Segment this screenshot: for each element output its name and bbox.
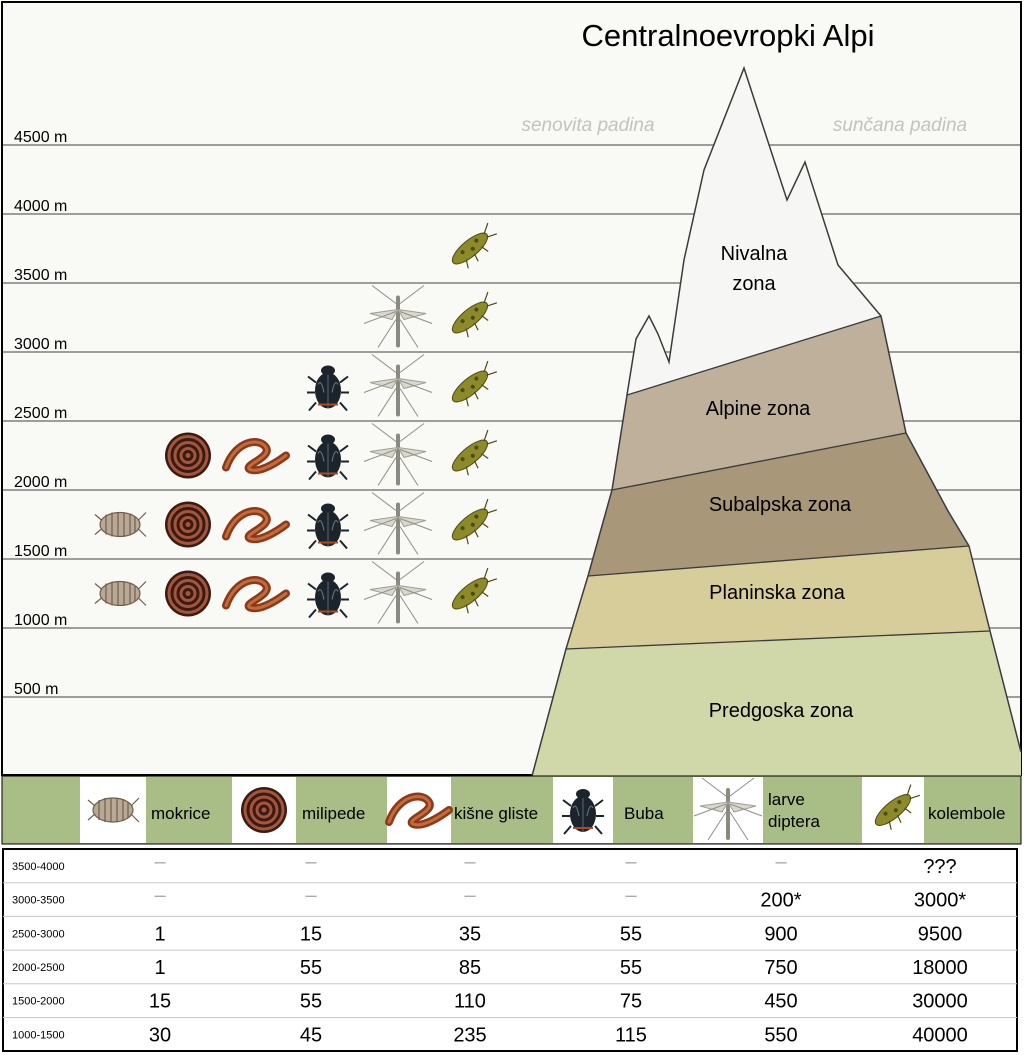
table-cell: – — [775, 851, 787, 873]
table-cell: – — [305, 851, 317, 873]
zone-label-predgoska: Predgoska zona — [709, 700, 854, 722]
slope-label-sunny: sunčana padina — [833, 115, 967, 136]
legend-band: mokrice milipede kišne gliste Buba larve dipt… — [1, 775, 1022, 845]
table-cell: 115 — [615, 1024, 647, 1046]
table-cell: 550 — [764, 1024, 797, 1046]
table-cell: 3000* — [914, 890, 966, 912]
altitude-axis-labels: 500 m 1000 m 1500 m 2000 m 2500 m 3000 m 3500 … — [14, 129, 67, 698]
table-cell: 9500 — [918, 923, 963, 945]
zone-label-alpine: Alpine zona — [706, 398, 811, 420]
zone-label-nivalna-line1: Nivalna — [721, 243, 789, 265]
legend-background — [1, 775, 1022, 845]
table-cell: 110 — [454, 991, 486, 1013]
table-cell: 900 — [764, 923, 797, 945]
mountain-outline — [531, 65, 1022, 777]
table-cell: 200* — [760, 890, 801, 912]
table-cell: – — [625, 885, 637, 907]
table-row-range: 3500-4000 — [12, 861, 65, 873]
table-cell: – — [305, 885, 317, 907]
altitude-label: 2500 m — [14, 405, 67, 422]
altitude-label: 1000 m — [14, 612, 67, 629]
zone-alpine — [612, 316, 906, 490]
mountain: Nivalna zona Alpine zona Subalpska zona … — [531, 65, 1022, 777]
table-cell: 15 — [300, 923, 322, 945]
table-cell: ??? — [923, 856, 956, 878]
table-cell: 45 — [300, 1024, 322, 1046]
zone-label-nivalna-line2: zona — [732, 273, 776, 295]
table-cell: – — [154, 885, 166, 907]
table-cell: 15 — [149, 991, 171, 1013]
diagram-title: Centralnoevropki Alpi — [582, 18, 875, 53]
zone-boundary — [611, 432, 907, 491]
zone-boundary — [587, 545, 970, 577]
table-cell: – — [154, 851, 166, 873]
legend-label: diptera — [768, 812, 821, 831]
altitude-label: 3500 m — [14, 267, 67, 284]
millipede-icon — [163, 500, 213, 549]
zone-planinska — [566, 546, 990, 649]
table-cell: 30 — [149, 1024, 171, 1046]
table-cell: 30000 — [912, 991, 968, 1013]
table-cell: 450 — [764, 991, 797, 1013]
altitude-label: 1500 m — [14, 543, 67, 560]
table-cell: 55 — [300, 957, 322, 979]
zone-label-subalpska: Subalpska zona — [709, 494, 852, 516]
altitude-label: 500 m — [14, 681, 58, 698]
table-row-range: 2000-2500 — [12, 962, 65, 974]
table-cell: 1 — [154, 923, 165, 945]
altitude-label: 4500 m — [14, 129, 67, 146]
table-cell: – — [464, 851, 476, 873]
table-row-range: 3000-3500 — [12, 895, 65, 907]
table-cell: 235 — [453, 1024, 486, 1046]
millipede-icon — [163, 569, 213, 618]
legend-label: Buba — [624, 804, 664, 823]
table-cell: 85 — [459, 957, 481, 979]
zone-predgoska — [532, 631, 1021, 776]
table-cell: 750 — [764, 957, 797, 979]
table-cell: 55 — [620, 957, 642, 979]
millipede-icon — [239, 785, 289, 835]
altitude-label: 2000 m — [14, 474, 67, 491]
legend-label: kolembole — [928, 804, 1006, 823]
altitude-label: 4000 m — [14, 198, 67, 215]
legend-label: mokrice — [151, 804, 211, 823]
altitude-label: 3000 m — [14, 336, 67, 353]
table-cell: 40000 — [912, 1024, 968, 1046]
legend-label: larve — [768, 790, 805, 809]
table-row-range: 1500-2000 — [12, 996, 65, 1008]
table-cell: 75 — [620, 991, 642, 1013]
table-row-range: 2500-3000 — [12, 928, 65, 940]
table-cell: 55 — [300, 991, 322, 1013]
table-cell: – — [625, 851, 637, 873]
zone-subalpska-fill — [588, 433, 969, 576]
density-table: 3500-4000 – – – – – ??? 3000-3500 – – – – 200* 3000* 2… — [2, 848, 1018, 1052]
table-row-range: 1000-1500 — [12, 1029, 65, 1041]
millipede-icon — [163, 431, 213, 480]
zone-nivalna — [627, 68, 881, 395]
legend-label: kišne gliste — [454, 804, 538, 823]
legend-label: milipede — [302, 804, 365, 823]
zone-boundary — [565, 630, 991, 650]
table-cell: 35 — [459, 923, 481, 945]
table-cell: 18000 — [912, 957, 968, 979]
slope-label-shaded: senovita padina — [521, 115, 654, 136]
table-cell: 1 — [154, 957, 165, 979]
zone-label-planinska: Planinska zona — [709, 582, 846, 604]
zone-boundary — [626, 315, 882, 396]
table-cell: – — [464, 885, 476, 907]
table-cell: 55 — [620, 923, 642, 945]
